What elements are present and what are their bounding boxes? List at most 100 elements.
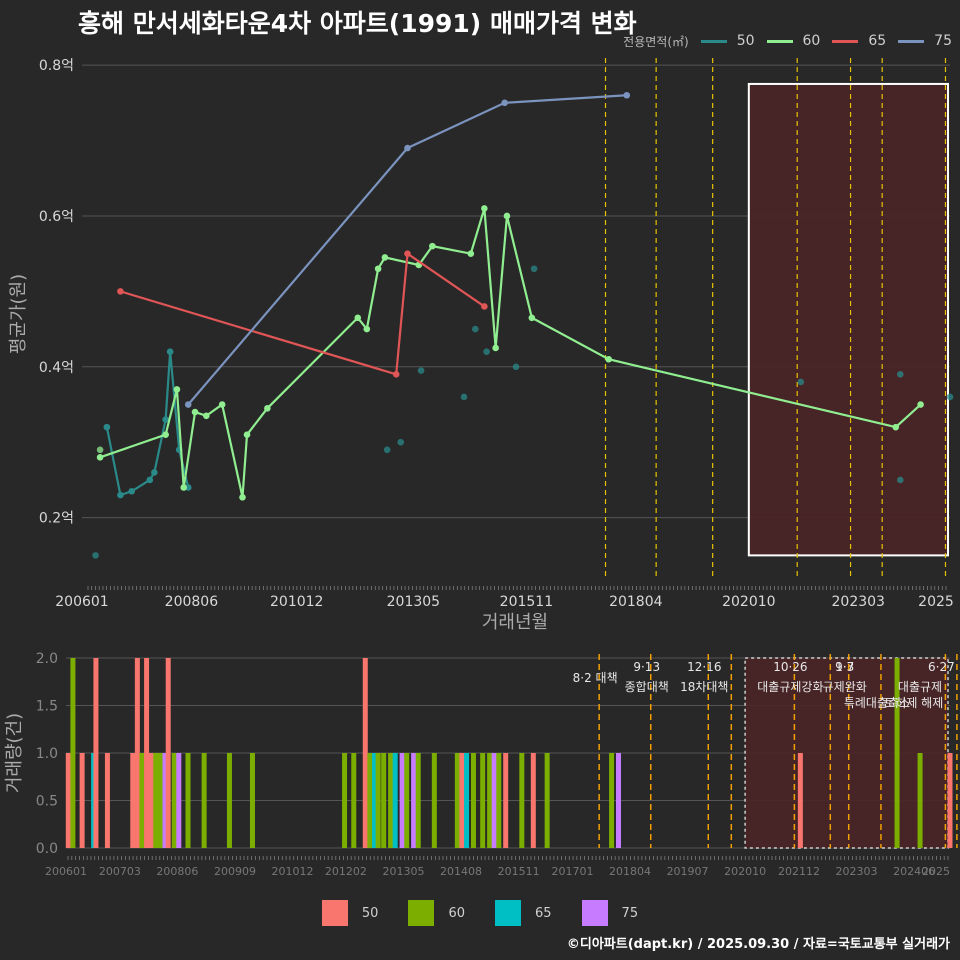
series-line-60 [99, 208, 922, 498]
x-tick-label: 201305 [387, 594, 440, 610]
y-tick-label: 1.5 [36, 699, 58, 715]
volume-bar-60 [470, 753, 476, 848]
volume-bar-50 [144, 658, 150, 848]
x-tick-label: 200806 [156, 865, 198, 878]
data-point-60 [96, 446, 104, 454]
x-tick-label: 200806 [165, 594, 219, 610]
volume-bar-60 [153, 753, 159, 848]
data-point-50 [472, 325, 479, 333]
x-tick-label: 200909 [214, 865, 256, 878]
volume-bar-60 [157, 753, 163, 848]
bar-legend-item-65: 65 [495, 900, 552, 926]
volume-bar-60 [609, 753, 615, 848]
volume-bar-50 [459, 753, 465, 848]
y-tick-label: 2.0 [36, 651, 58, 667]
volume-bar-60 [917, 753, 923, 848]
data-point-50 [417, 367, 425, 374]
volume-bar-50 [134, 658, 140, 848]
y-axis-title: 평균가(원) [8, 274, 29, 354]
data-point-60 [892, 423, 900, 431]
volume-bar-50 [503, 753, 509, 848]
data-point-50 [460, 393, 468, 401]
y-tick-label: 0.8억 [39, 58, 74, 74]
volume-bar-50 [530, 753, 536, 848]
x-tick-label: 201511 [500, 594, 553, 610]
legend-swatch [898, 39, 925, 43]
y-tick-label: 0.0 [36, 841, 58, 857]
legend-swatch [495, 900, 521, 926]
volume-bar-60 [415, 753, 421, 848]
data-point-65 [117, 288, 124, 295]
data-point-50 [146, 476, 154, 484]
data-point-60 [374, 265, 382, 273]
volume-bar-60 [185, 753, 191, 848]
data-point-60 [481, 205, 488, 212]
volume-bar-60 [226, 753, 232, 848]
bar-legend-item-60: 60 [408, 900, 465, 926]
volume-bar-50 [93, 658, 99, 848]
volume-bar-50 [947, 753, 953, 848]
data-point-60 [162, 431, 169, 438]
x-tick-label: 202303 [832, 594, 885, 610]
volume-bar-75 [162, 753, 168, 848]
data-point-50 [946, 393, 954, 401]
policy-annotation-date: 6·27 [928, 660, 955, 674]
policy-annotation-label: 대출규제강화 [757, 680, 823, 694]
data-point-60 [191, 408, 199, 416]
legend-title: 전용면적(㎡) [623, 34, 689, 49]
data-point-50 [512, 363, 520, 371]
legend-swatch [832, 39, 859, 43]
policy-annotation-label: 18차대책 [680, 679, 728, 694]
policy-annotation-label: 특례대출축소 [844, 696, 910, 710]
data-point-60 [173, 386, 181, 393]
source-caption: ©디아파트(dapt.kr) / 2025.09.30 / 자료=국토교통부 실… [566, 937, 950, 952]
data-point-60 [381, 254, 389, 261]
volume-bar-60 [480, 753, 486, 848]
legend-swatch [581, 900, 608, 926]
x-axis-title: 거래년월 [482, 612, 548, 633]
data-point-50 [896, 371, 904, 378]
data-point-60 [363, 325, 371, 333]
data-point-60 [528, 314, 536, 322]
volume-bar-60 [519, 753, 525, 848]
volume-bar-75 [616, 753, 621, 848]
y-tick-label: 0.5 [36, 794, 58, 810]
data-point-60 [429, 242, 436, 250]
volume-bar-60 [894, 658, 900, 848]
data-point-50 [92, 552, 99, 559]
volume-bar-50 [130, 753, 136, 848]
data-point-60 [917, 401, 924, 408]
legend-swatch [766, 39, 793, 43]
x-tick-label: 202010 [722, 594, 775, 610]
volume-bar-60 [351, 753, 357, 848]
data-point-60 [239, 493, 246, 501]
policy-annotation-label: 대출규제 [898, 680, 942, 694]
x-tick-label: 200601 [55, 594, 108, 610]
legend-swatch [408, 900, 435, 926]
volume-bar-75 [399, 753, 405, 848]
volume-bar-60 [381, 753, 387, 848]
data-point-50 [483, 348, 490, 356]
data-point-50 [530, 265, 538, 273]
policy-annotation-date: 1·3 [835, 660, 854, 674]
volume-bar-60 [544, 753, 550, 848]
volume-bar-60 [249, 753, 255, 848]
data-point-65 [481, 303, 488, 310]
x-tick-label: 201701 [551, 865, 593, 878]
data-point-60 [492, 344, 499, 352]
data-point-75 [501, 99, 508, 107]
x-tick-label: 201305 [382, 865, 424, 878]
legend-swatch [321, 900, 348, 926]
volume-bar-60 [171, 753, 177, 848]
data-point-50 [896, 476, 904, 484]
series-line-75 [187, 94, 627, 406]
volume-bar-60 [367, 753, 373, 848]
bar-legend-item-50: 50 [321, 900, 378, 926]
volume-chart: 0.0 0.5 1.0 1.5 2.0 8·2 대책 9·13 종합대책 12·16 18차대책 1… [4, 651, 958, 878]
volume-bar-60 [375, 753, 381, 848]
x-tick-label: 2025 [918, 594, 954, 610]
volume-bar-60 [487, 753, 493, 848]
volume-bar-60 [431, 753, 437, 848]
volume-bar-65 [464, 753, 470, 848]
volume-bar-75 [411, 753, 417, 848]
